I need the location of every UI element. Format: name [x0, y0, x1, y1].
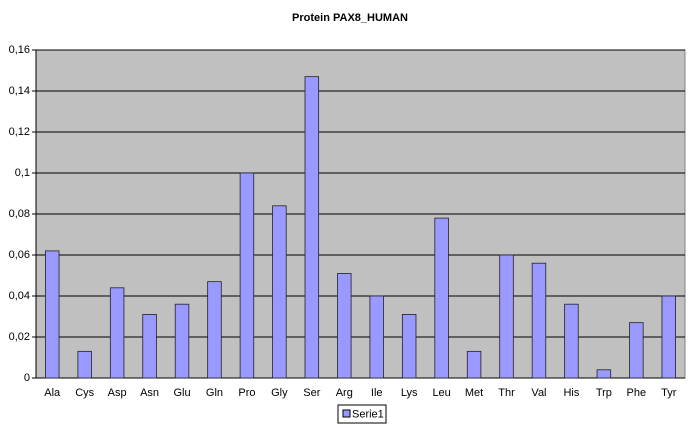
bar	[272, 205, 287, 379]
y-tick-label: 0,06	[9, 249, 30, 261]
bar	[629, 322, 644, 379]
x-tick-label: Trp	[596, 387, 612, 399]
bar	[661, 295, 676, 379]
x-tick-label: Lys	[401, 387, 418, 399]
bar	[369, 295, 384, 379]
x-tick-label: His	[563, 387, 579, 399]
x-tick-label: Gly	[271, 387, 288, 399]
bar	[466, 350, 482, 379]
x-tick-label: Val	[531, 387, 546, 399]
y-tick-label: 0	[24, 372, 30, 384]
bar	[304, 76, 320, 379]
x-tick-label: Ser	[303, 387, 320, 399]
bar	[77, 350, 92, 379]
chart-title: Protein PAX8_HUMAN	[292, 12, 408, 24]
x-tick-label: Tyr	[661, 387, 677, 399]
bar	[337, 273, 352, 379]
y-tick-label: 0,08	[9, 208, 30, 220]
y-tick-label: 0,14	[9, 85, 30, 97]
bar	[531, 262, 547, 379]
bar	[207, 281, 222, 379]
x-tick-label: Asp	[108, 387, 127, 399]
legend-label: Serie1	[352, 408, 384, 420]
bar	[45, 250, 60, 379]
bar	[596, 369, 612, 379]
x-tick-label: Pro	[238, 387, 255, 399]
x-tick-label: Met	[465, 387, 483, 399]
legend-swatch	[342, 409, 351, 418]
y-tick-label: 0,12	[9, 126, 30, 138]
x-tick-label: Ala	[44, 387, 61, 399]
bar	[142, 314, 157, 379]
x-tick-label: Gln	[206, 387, 223, 399]
bar	[239, 172, 255, 379]
y-tick-label: 0,04	[9, 290, 30, 302]
x-tick-label: Glu	[173, 387, 190, 399]
x-tick-label: Thr	[498, 387, 515, 399]
x-tick-label: Leu	[432, 387, 450, 399]
x-tick-label: Asn	[140, 387, 159, 399]
y-tick-label: 0,02	[9, 331, 30, 343]
bar	[564, 303, 579, 379]
bar	[499, 254, 514, 379]
bar	[434, 217, 449, 379]
bar	[401, 314, 417, 379]
y-tick-label: 0,16	[9, 44, 30, 56]
bar	[109, 287, 125, 379]
bar	[174, 303, 190, 379]
x-tick-label: Phe	[627, 387, 647, 399]
x-tick-label: Arg	[336, 387, 353, 399]
y-tick-label: 0,1	[15, 167, 30, 179]
x-tick-label: Ile	[371, 387, 383, 399]
x-tick-label: Cys	[75, 387, 94, 399]
